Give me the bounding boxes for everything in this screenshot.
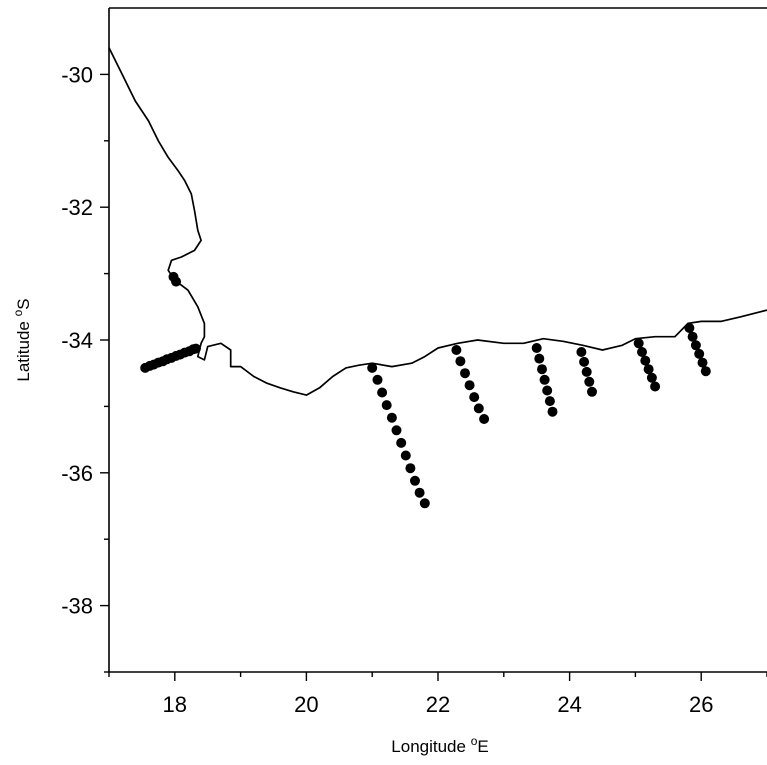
axis-frame [108, 8, 767, 673]
station-point [386, 412, 397, 423]
tick-labels: 18 20 22 24 26 -30 -32 -34 -36 -38 [61, 62, 713, 717]
station-point [542, 385, 553, 396]
coastline [108, 47, 767, 396]
coastline-layer [108, 47, 767, 396]
x-tick-label: 22 [426, 692, 450, 717]
station-point [455, 356, 466, 367]
y-tick-label: -38 [61, 594, 93, 619]
station-point [576, 347, 587, 357]
station-point [479, 414, 490, 424]
station-point [637, 347, 647, 357]
station-point [581, 366, 592, 377]
station-layer [140, 271, 711, 509]
station-point [464, 380, 475, 391]
station-point [190, 343, 201, 354]
station-point [633, 338, 644, 349]
station-transect [140, 271, 201, 373]
station-point [579, 356, 590, 367]
station-point [684, 323, 695, 333]
x-tick-label: 20 [294, 692, 318, 717]
station-point [584, 376, 595, 387]
y-tick-label: -34 [61, 328, 93, 353]
y-tick-label: -30 [61, 62, 93, 87]
station-point [697, 357, 708, 368]
station-point [400, 450, 411, 461]
y-tick-label: -32 [61, 195, 93, 220]
station-point [460, 368, 470, 379]
station-point [473, 403, 484, 414]
station-transect [531, 343, 558, 417]
station-transect [451, 345, 490, 424]
station-point [367, 362, 378, 373]
station-point [700, 366, 711, 377]
station-point [640, 355, 651, 366]
station-point [587, 386, 597, 397]
x-axis-label: Longitude oE [391, 734, 488, 756]
station-point [650, 381, 661, 392]
station-point [451, 345, 462, 355]
station-point [643, 364, 654, 375]
station-point [171, 276, 182, 287]
station-point [690, 340, 701, 351]
station-point [396, 437, 407, 448]
station-point [537, 364, 547, 375]
station-point [372, 374, 383, 385]
station-point [539, 374, 550, 385]
station-point [534, 353, 545, 364]
station-point [410, 475, 420, 486]
station-point [531, 343, 542, 353]
station-point [646, 372, 657, 383]
x-tick-label: 26 [689, 692, 713, 717]
station-point [694, 348, 705, 359]
station-transect [576, 347, 597, 397]
x-tick-label: 18 [163, 692, 187, 717]
station-point [469, 392, 480, 403]
station-transect [367, 362, 430, 509]
station-point [414, 487, 425, 498]
station-transect [633, 338, 661, 392]
station-point [381, 400, 392, 411]
axes [100, 7, 767, 681]
station-point [377, 387, 388, 398]
station-point [544, 396, 555, 407]
station-point [687, 331, 698, 342]
station-point [405, 463, 416, 474]
station-transect [684, 323, 711, 377]
station-point [391, 425, 402, 436]
x-tick-label: 24 [557, 692, 581, 717]
station-point [419, 498, 430, 509]
y-axis-label: Latitude oS [11, 298, 33, 381]
station-point [547, 406, 558, 417]
y-tick-label: -36 [61, 461, 93, 486]
